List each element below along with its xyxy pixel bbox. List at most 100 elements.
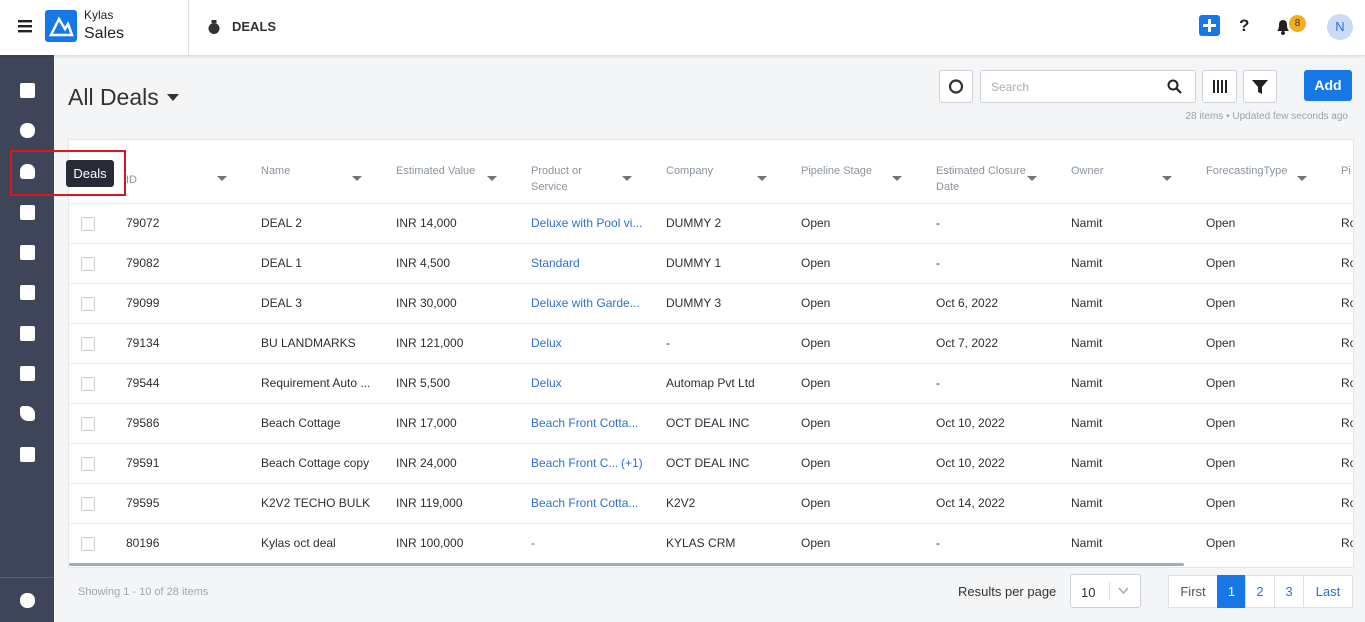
per-page-select[interactable]: 10 xyxy=(1070,574,1141,608)
nav-tasks-list[interactable] xyxy=(20,285,35,300)
columns-button[interactable] xyxy=(1202,70,1237,103)
cell-text: OCT DEAL INC xyxy=(666,456,750,470)
cell-text: Namit xyxy=(1071,336,1103,350)
nav-buildings[interactable] xyxy=(20,245,35,260)
row-divider xyxy=(69,203,1353,204)
cell-text[interactable]: (+1) xyxy=(621,456,643,470)
column-header[interactable]: Estimated Closure Date xyxy=(936,165,1026,193)
row-checkbox[interactable] xyxy=(81,257,95,271)
cell-text: Open xyxy=(801,456,831,470)
showing-text: Showing 1 - 10 of 28 items xyxy=(78,586,209,598)
cell-text: K2V2 xyxy=(666,496,696,510)
sort-caret[interactable] xyxy=(1162,176,1172,182)
cell-text: Open xyxy=(1206,336,1236,350)
cell-text: Namit xyxy=(1071,496,1103,510)
column-header[interactable]: ID xyxy=(126,174,137,186)
row-checkbox[interactable] xyxy=(81,377,95,391)
cell-text: Open xyxy=(1206,376,1236,390)
tooltip: Deals xyxy=(66,160,114,187)
page-button[interactable]: 2 xyxy=(1245,575,1275,608)
page-button[interactable]: First xyxy=(1168,575,1218,608)
cell-text: INR 100,000 xyxy=(396,536,464,550)
cell-text: Automap Pvt Ltd xyxy=(666,376,755,390)
sort-caret[interactable] xyxy=(217,176,227,182)
nav-tasks[interactable] xyxy=(20,326,35,341)
row-checkbox[interactable] xyxy=(81,417,95,431)
nav-dashboard[interactable] xyxy=(20,83,35,98)
row-checkbox[interactable] xyxy=(81,537,95,551)
cell-text: Open xyxy=(801,336,831,350)
cell-text[interactable]: Delux xyxy=(531,336,562,350)
sort-caret[interactable] xyxy=(1297,176,1307,182)
bell[interactable] xyxy=(1275,18,1291,35)
sort-caret[interactable] xyxy=(622,176,632,182)
sort-caret[interactable] xyxy=(352,176,362,182)
cell-text: Open xyxy=(1206,536,1236,550)
sort-caret[interactable] xyxy=(1027,176,1037,182)
cell-text: INR 119,000 xyxy=(396,496,463,510)
row-checkbox[interactable] xyxy=(81,457,95,471)
page-button[interactable]: Last xyxy=(1303,575,1353,608)
cell-text[interactable]: Beach Front C... xyxy=(531,456,619,470)
help[interactable]: ? xyxy=(1239,16,1250,35)
cell-text[interactable]: - xyxy=(531,536,535,550)
cell-text: Ro xyxy=(1341,416,1353,430)
cell-text[interactable]: Standard xyxy=(531,256,580,270)
column-header[interactable]: ForecastingType xyxy=(1206,165,1288,177)
nav-reports[interactable] xyxy=(20,447,35,462)
column-header[interactable]: Company xyxy=(666,165,714,177)
cell-text: Open xyxy=(801,256,831,270)
nav-calls[interactable] xyxy=(20,406,35,421)
nav-deals[interactable] xyxy=(20,164,35,179)
row-divider xyxy=(69,443,1353,444)
column-header[interactable]: Pi xyxy=(1341,165,1351,177)
page-button[interactable]: 3 xyxy=(1274,575,1304,608)
sort-caret[interactable] xyxy=(487,176,497,182)
brand-top: Kylas xyxy=(84,8,114,22)
sort-caret[interactable] xyxy=(757,176,767,182)
column-header[interactable]: Product or Service xyxy=(531,165,582,193)
avatar[interactable]: N xyxy=(1327,14,1353,40)
title-caret[interactable] xyxy=(167,94,179,102)
cell-text: Open xyxy=(1206,456,1236,470)
nav-calendar[interactable] xyxy=(20,366,35,381)
cell-text: 80196 xyxy=(126,536,160,550)
cell-text[interactable]: Delux xyxy=(531,376,562,390)
cell-text: Ro xyxy=(1341,296,1353,310)
quick-add[interactable] xyxy=(1199,15,1220,36)
page-button[interactable]: 1 xyxy=(1217,575,1246,608)
column-header[interactable]: Owner xyxy=(1071,165,1104,177)
cell-text: Oct 14, 2022 xyxy=(936,496,1005,510)
cell-text[interactable]: Beach Front Cotta... xyxy=(531,496,639,510)
logo xyxy=(45,10,77,42)
column-header[interactable]: Pipeline Stage xyxy=(801,165,872,177)
row-checkbox[interactable] xyxy=(81,297,95,311)
deals-icon xyxy=(208,20,220,34)
nav-companies[interactable] xyxy=(20,205,35,220)
column-header[interactable]: Name xyxy=(261,165,291,177)
row-divider xyxy=(69,523,1353,524)
column-header[interactable]: Estimated Value xyxy=(396,165,476,177)
cell-text: Namit xyxy=(1071,536,1103,550)
cell-text: DEAL 3 xyxy=(261,296,302,310)
search-box[interactable]: Search xyxy=(980,70,1196,103)
row-checkbox[interactable] xyxy=(81,217,95,231)
sort-caret[interactable] xyxy=(892,176,902,182)
cell-text[interactable]: Deluxe with Pool vi... xyxy=(531,216,643,230)
row-checkbox[interactable] xyxy=(81,337,95,351)
cell-text: Open xyxy=(801,416,831,430)
add-button[interactable]: Add xyxy=(1304,70,1352,101)
top-bar: Kylas Sales DEALS ? 8 N xyxy=(0,0,1365,55)
cell-text[interactable]: Beach Front Cotta... xyxy=(531,416,639,430)
menu-icon[interactable] xyxy=(18,19,32,33)
row-checkbox[interactable] xyxy=(81,497,95,511)
nav-contacts[interactable] xyxy=(20,123,35,138)
page-title[interactable]: All Deals xyxy=(68,84,159,110)
cell-text[interactable]: Deluxe with Garde... xyxy=(531,296,640,310)
nav-settings[interactable] xyxy=(20,593,35,608)
select-caret xyxy=(1118,587,1129,595)
refresh-button[interactable] xyxy=(939,70,973,103)
section-title: DEALS xyxy=(232,19,277,34)
filter-button[interactable] xyxy=(1243,70,1277,103)
